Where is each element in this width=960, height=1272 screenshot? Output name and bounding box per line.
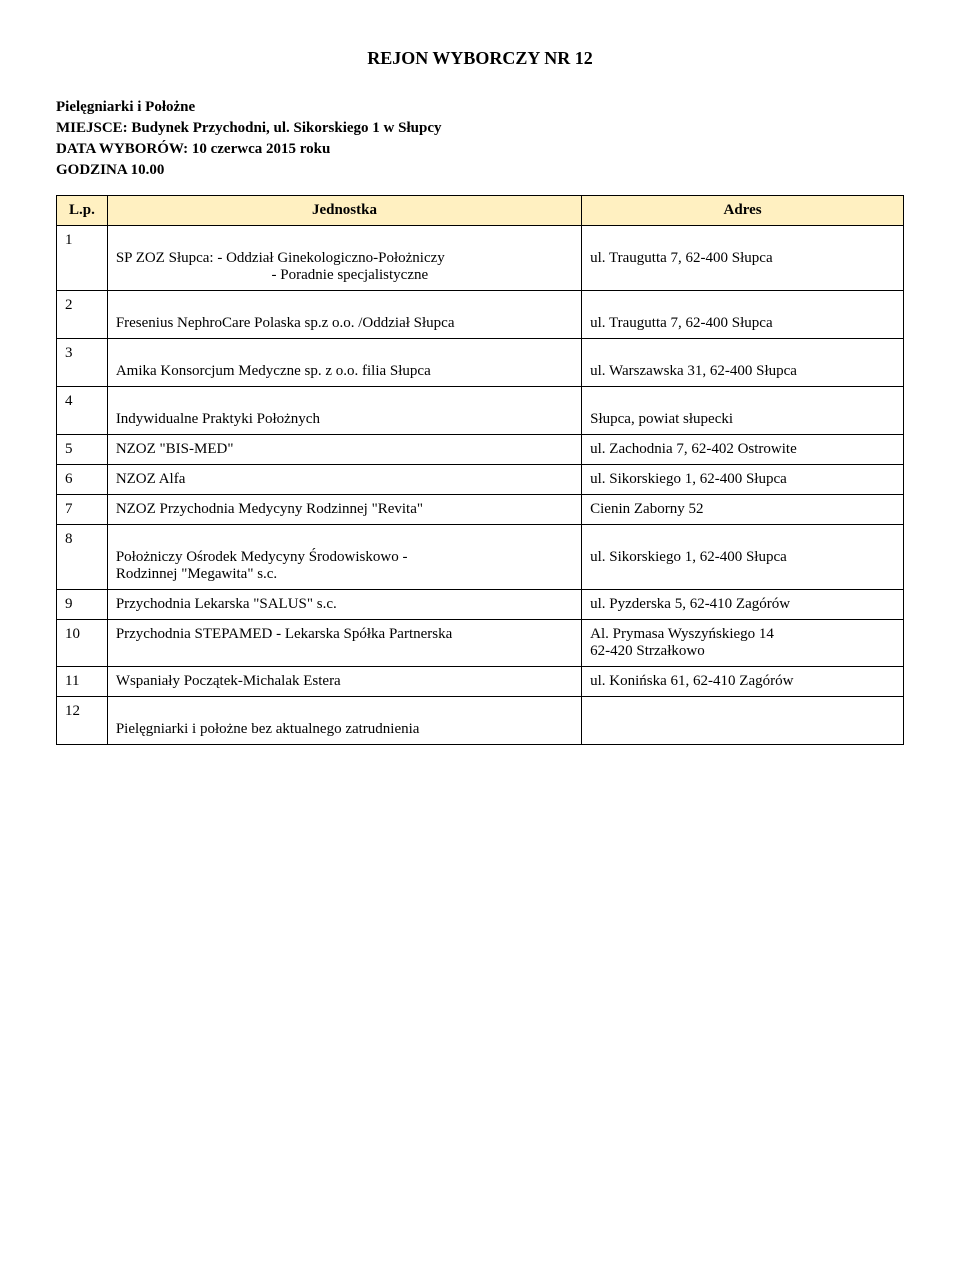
cell-unit: NZOZ Alfa bbox=[107, 465, 581, 495]
col-header-jednostka: Jednostka bbox=[107, 196, 581, 226]
address-text: Słupca, powiat słupecki bbox=[590, 411, 895, 428]
header-line-4: GODZINA 10.00 bbox=[56, 160, 904, 181]
cell-lp: 6 bbox=[57, 465, 108, 495]
cell-address: ul. Konińska 61, 62-410 Zagórów bbox=[582, 667, 904, 697]
unit-text-line1: SP ZOZ Słupca: - Oddział Ginekologiczno-… bbox=[116, 250, 573, 267]
table-row: 10 Przychodnia STEPAMED - Lekarska Spółk… bbox=[57, 620, 904, 667]
cell-unit: Indywidualne Praktyki Położnych bbox=[107, 387, 581, 435]
col-header-adres: Adres bbox=[582, 196, 904, 226]
cell-unit: Przychodnia Lekarska "SALUS" s.c. bbox=[107, 590, 581, 620]
cell-address: ul. Traugutta 7, 62-400 Słupca bbox=[582, 291, 904, 339]
cell-lp: 9 bbox=[57, 590, 108, 620]
cell-lp: 2 bbox=[57, 291, 108, 339]
cell-address: ul. Sikorskiego 1, 62-400 Słupca bbox=[582, 525, 904, 590]
table-row: 7 NZOZ Przychodnia Medycyny Rodzinnej "R… bbox=[57, 495, 904, 525]
cell-unit: Położniczy Ośrodek Medycyny Środowiskowo… bbox=[107, 525, 581, 590]
cell-unit: Pielęgniarki i położne bez aktualnego za… bbox=[107, 697, 581, 745]
cell-address: Al. Prymasa Wyszyńskiego 14 62-420 Strza… bbox=[582, 620, 904, 667]
unit-text-line2: - Poradnie specjalistyczne bbox=[162, 267, 429, 283]
table-row: 6 NZOZ Alfa ul. Sikorskiego 1, 62-400 Sł… bbox=[57, 465, 904, 495]
table-header-row: L.p. Jednostka Adres bbox=[57, 196, 904, 226]
address-text-line2: 62-420 Strzałkowo bbox=[590, 643, 895, 660]
header-line-2: MIEJSCE: Budynek Przychodni, ul. Sikorsk… bbox=[56, 118, 904, 139]
cell-lp: 7 bbox=[57, 495, 108, 525]
cell-lp: 8 bbox=[57, 525, 108, 590]
address-text: ul. Sikorskiego 1, 62-400 Słupca bbox=[590, 549, 895, 566]
unit-text-line1: Położniczy Ośrodek Medycyny Środowiskowo… bbox=[116, 549, 573, 566]
table-row: 3 Amika Konsorcjum Medyczne sp. z o.o. f… bbox=[57, 339, 904, 387]
cell-address: ul. Pyzderska 5, 62-410 Zagórów bbox=[582, 590, 904, 620]
cell-lp: 5 bbox=[57, 435, 108, 465]
cell-address: ul. Sikorskiego 1, 62-400 Słupca bbox=[582, 465, 904, 495]
cell-unit: Amika Konsorcjum Medyczne sp. z o.o. fil… bbox=[107, 339, 581, 387]
address-text-line1: Al. Prymasa Wyszyńskiego 14 bbox=[590, 626, 895, 643]
cell-lp: 11 bbox=[57, 667, 108, 697]
cell-address: ul. Traugutta 7, 62-400 Słupca bbox=[582, 226, 904, 291]
table-row: 9 Przychodnia Lekarska "SALUS" s.c. ul. … bbox=[57, 590, 904, 620]
cell-unit: NZOZ Przychodnia Medycyny Rodzinnej "Rev… bbox=[107, 495, 581, 525]
unit-text: Amika Konsorcjum Medyczne sp. z o.o. fil… bbox=[116, 363, 573, 380]
page-title: REJON WYBORCZY NR 12 bbox=[56, 48, 904, 69]
cell-unit: SP ZOZ Słupca: - Oddział Ginekologiczno-… bbox=[107, 226, 581, 291]
address-text: ul. Warszawska 31, 62-400 Słupca bbox=[590, 363, 895, 380]
header-line-3: DATA WYBORÓW: 10 czerwca 2015 roku bbox=[56, 139, 904, 160]
table-row: 1 SP ZOZ Słupca: - Oddział Ginekologiczn… bbox=[57, 226, 904, 291]
table-row: 4 Indywidualne Praktyki Położnych Słupca… bbox=[57, 387, 904, 435]
cell-address bbox=[582, 697, 904, 745]
col-header-lp: L.p. bbox=[57, 196, 108, 226]
cell-address: Słupca, powiat słupecki bbox=[582, 387, 904, 435]
unit-text-line2: Rodzinnej "Megawita" s.c. bbox=[116, 566, 573, 583]
header-info-block: Pielęgniarki i Położne MIEJSCE: Budynek … bbox=[56, 97, 904, 181]
header-line-1: Pielęgniarki i Położne bbox=[56, 97, 904, 118]
table-row: 12 Pielęgniarki i położne bez aktualnego… bbox=[57, 697, 904, 745]
table-row: 8 Położniczy Ośrodek Medycyny Środowisko… bbox=[57, 525, 904, 590]
cell-unit: Fresenius NephroCare Polaska sp.z o.o. /… bbox=[107, 291, 581, 339]
address-text: ul. Traugutta 7, 62-400 Słupca bbox=[590, 250, 895, 267]
cell-unit: Wspaniały Początek-Michalak Estera bbox=[107, 667, 581, 697]
unit-text: Fresenius NephroCare Polaska sp.z o.o. /… bbox=[116, 315, 573, 332]
cell-unit: NZOZ "BIS-MED" bbox=[107, 435, 581, 465]
table-row: 5 NZOZ "BIS-MED" ul. Zachodnia 7, 62-402… bbox=[57, 435, 904, 465]
cell-address: ul. Zachodnia 7, 62-402 Ostrowite bbox=[582, 435, 904, 465]
main-table: L.p. Jednostka Adres 1 SP ZOZ Słupca: - … bbox=[56, 195, 904, 745]
unit-text: Indywidualne Praktyki Położnych bbox=[116, 411, 573, 428]
cell-lp: 12 bbox=[57, 697, 108, 745]
unit-text: Pielęgniarki i położne bez aktualnego za… bbox=[116, 721, 573, 738]
cell-lp: 4 bbox=[57, 387, 108, 435]
table-row: 11 Wspaniały Początek-Michalak Estera ul… bbox=[57, 667, 904, 697]
cell-address: Cienin Zaborny 52 bbox=[582, 495, 904, 525]
cell-address: ul. Warszawska 31, 62-400 Słupca bbox=[582, 339, 904, 387]
table-row: 2 Fresenius NephroCare Polaska sp.z o.o.… bbox=[57, 291, 904, 339]
cell-lp: 3 bbox=[57, 339, 108, 387]
cell-unit: Przychodnia STEPAMED - Lekarska Spółka P… bbox=[107, 620, 581, 667]
cell-lp: 10 bbox=[57, 620, 108, 667]
address-text: ul. Traugutta 7, 62-400 Słupca bbox=[590, 315, 895, 332]
cell-lp: 1 bbox=[57, 226, 108, 291]
